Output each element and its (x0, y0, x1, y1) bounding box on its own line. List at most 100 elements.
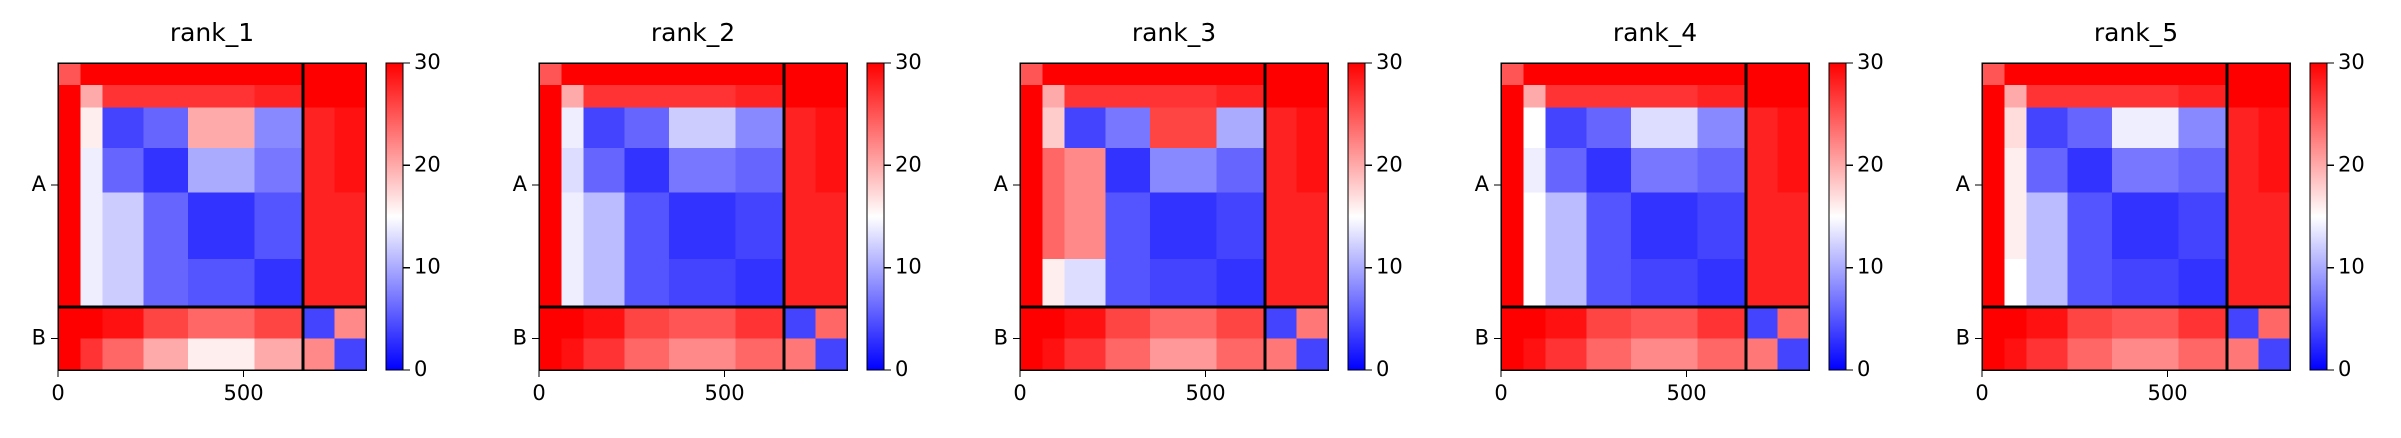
heatmap-cell (539, 259, 562, 308)
heatmap-cell (1216, 63, 1266, 86)
heatmap-cell (1745, 63, 1778, 86)
heatmap-cell (1105, 307, 1151, 340)
heatmap-cell (58, 338, 81, 371)
heatmap-cell (1630, 307, 1699, 340)
heatmap-cell (1777, 107, 1810, 149)
heatmap-cell (1501, 85, 1524, 108)
heatmap-cell (187, 85, 256, 108)
heatmap-cell (1745, 85, 1778, 108)
heatmap-cell (1586, 259, 1632, 308)
heatmap-cell (1586, 148, 1632, 193)
heatmap-cell (583, 307, 625, 340)
heatmap-cell (2004, 307, 2028, 340)
heatmap-cell (783, 148, 816, 193)
colorbar-tick-label: 10 (1376, 255, 1403, 279)
heatmap-cell (1501, 307, 1524, 340)
heatmap-cell (815, 192, 848, 260)
heatmap-cell (2258, 148, 2291, 193)
x-tick-label: 500 (2147, 381, 2187, 405)
colorbar-tick-label: 10 (895, 255, 922, 279)
heatmap-cell (2111, 259, 2180, 308)
heatmap-cell (583, 192, 625, 260)
heatmap-cell (2111, 107, 2180, 149)
heatmap-cell (561, 259, 585, 308)
heatmap-cell (2258, 85, 2291, 108)
heatmap-cell (1264, 85, 1297, 108)
colorbar-tick-label: 0 (895, 357, 908, 381)
panel-title: rank_4 (1613, 18, 1697, 47)
x-tick-label: 0 (51, 381, 64, 405)
heatmap-cell (302, 192, 335, 260)
heatmap-cell (1586, 107, 1632, 149)
heatmap-cell (1264, 259, 1297, 308)
heatmap-cell (80, 307, 104, 340)
heatmap-cell (143, 107, 189, 149)
heatmap-cell (1545, 63, 1587, 86)
colorbar-tick-label: 20 (2338, 152, 2365, 176)
heatmap-cell (2026, 259, 2068, 308)
x-tick-label: 0 (532, 381, 545, 405)
heatmap-cell (1697, 192, 1747, 260)
heatmap-cell (2258, 63, 2291, 86)
heatmap-cell (1501, 63, 1524, 86)
heatmap-cell (254, 338, 304, 371)
heatmap-cell (1216, 192, 1266, 260)
heatmap-cell (1523, 307, 1547, 340)
y-tick-label: A (994, 172, 1009, 196)
heatmap-cell (1545, 107, 1587, 149)
heatmap-cell (102, 192, 144, 260)
x-tick-label: 500 (704, 381, 744, 405)
heatmap-cell (1216, 107, 1266, 149)
heatmap-cell (1697, 307, 1747, 340)
heatmap-cell (2067, 307, 2113, 340)
axes-frame (1981, 62, 2291, 371)
heatmap-cell (1042, 259, 1066, 308)
heatmap-cell (1216, 307, 1266, 340)
heatmap-cell (80, 148, 104, 193)
heatmap-cell (102, 148, 144, 193)
heatmap-cell (1042, 192, 1066, 260)
heatmap-cell (1064, 307, 1106, 340)
heatmap-cell (1745, 107, 1778, 149)
heatmap-cell (2067, 63, 2113, 86)
heatmap-cell (58, 192, 81, 260)
y-tick-label: A (1956, 172, 1971, 196)
heatmap-cell (187, 259, 256, 308)
heatmap-cell (334, 259, 367, 308)
heatmap-cell (2178, 148, 2228, 193)
heatmap-cell (1630, 63, 1699, 86)
heatmap-cell (254, 63, 304, 86)
y-tick-label: B (513, 326, 527, 350)
heatmap-cell (1264, 63, 1297, 86)
heatmap-cell (668, 338, 737, 371)
heatmap-cell (1149, 63, 1218, 86)
heatmap-cell (783, 192, 816, 260)
heatmap-cell (1545, 192, 1587, 260)
heatmap-cell (2067, 85, 2113, 108)
heatmap-cell (1697, 338, 1747, 371)
heatmap-cell (1697, 85, 1747, 108)
heatmap-cell (1745, 192, 1778, 260)
heatmap-cell (302, 307, 335, 340)
heatmap-cell (1501, 148, 1524, 193)
heatmap-cell (2226, 63, 2259, 86)
heatmap-cell (102, 85, 144, 108)
heatmap-cell (1982, 85, 2005, 108)
heatmap-cell (1545, 85, 1587, 108)
heatmap-cell (1064, 148, 1106, 193)
heatmap-cell (1523, 63, 1547, 86)
heatmap-cell (1264, 192, 1297, 260)
heatmap-cell (1264, 148, 1297, 193)
heatmap-cell (2004, 338, 2028, 371)
heatmap-cell (254, 107, 304, 149)
heatmap-cell (2067, 148, 2113, 193)
heatmap-cell (187, 338, 256, 371)
heatmap-cell (143, 63, 189, 86)
colorbar-tick-label: 10 (414, 255, 441, 279)
heatmap-cell (1982, 107, 2005, 149)
heatmap-cell (815, 148, 848, 193)
axes-frame (57, 62, 367, 371)
heatmap-cell (583, 259, 625, 308)
heatmap-cell (2004, 259, 2028, 308)
